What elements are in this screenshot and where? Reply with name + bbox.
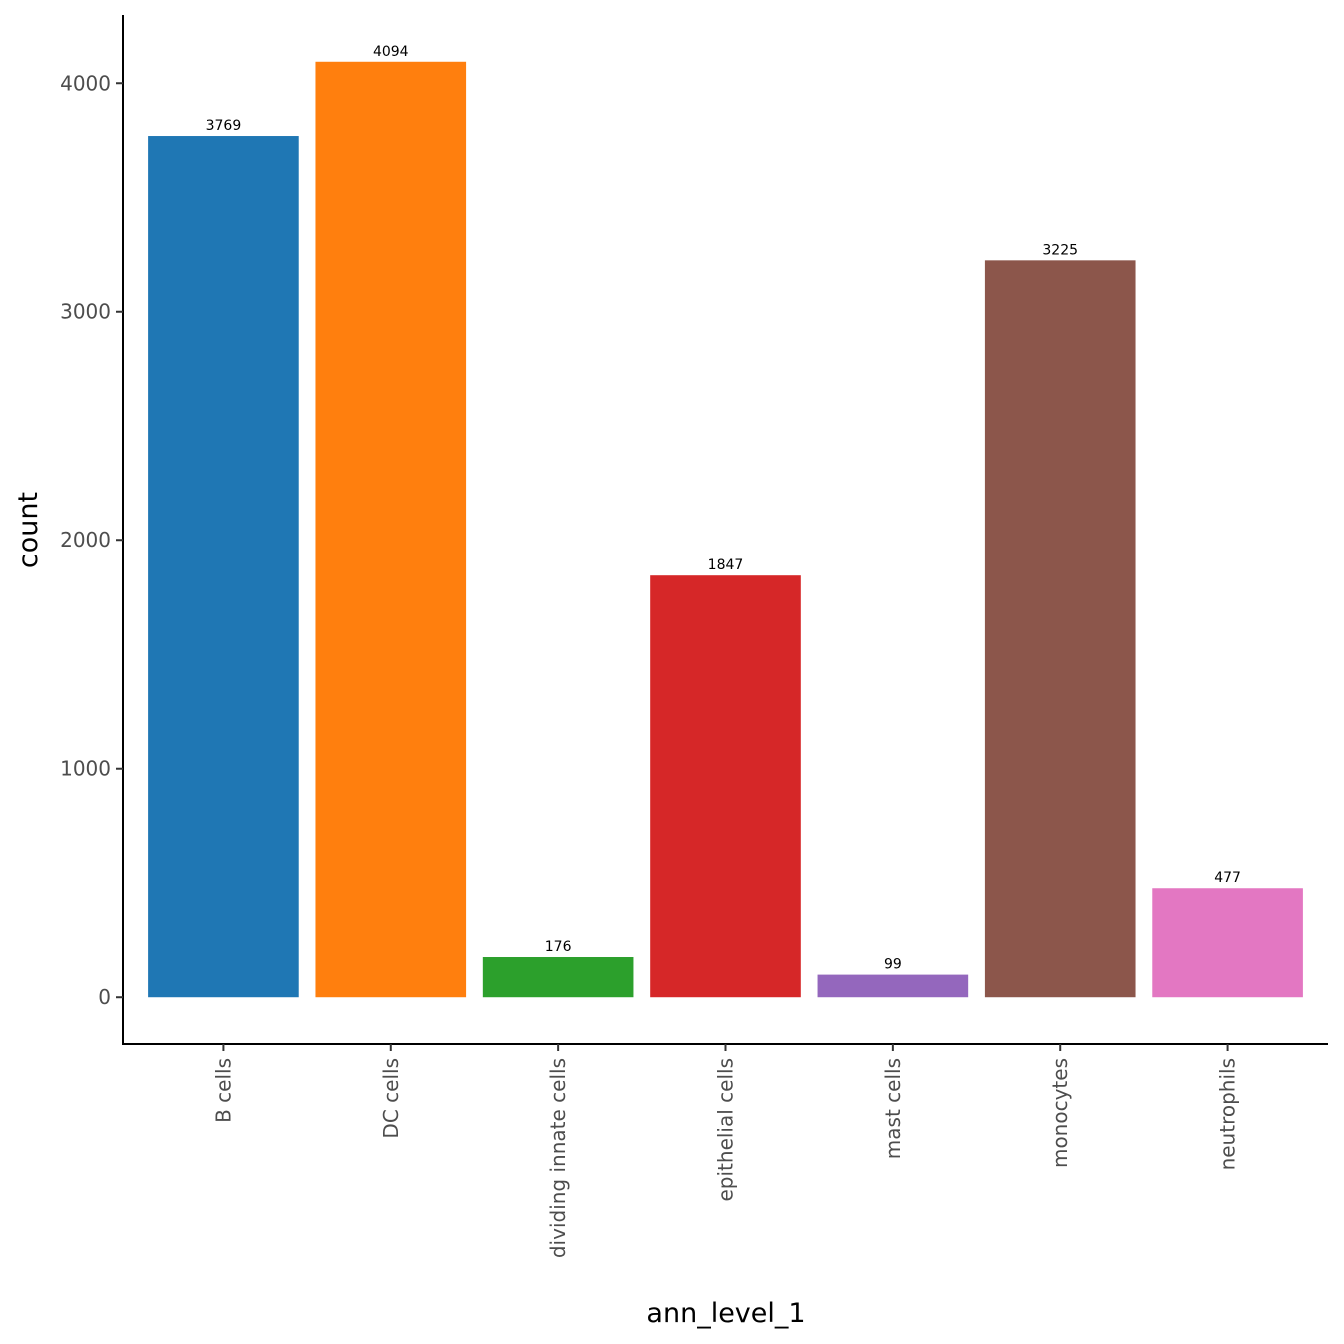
data-label: 3769 xyxy=(206,118,242,134)
bar-dividing-innate-cells xyxy=(482,957,634,998)
data-label: 477 xyxy=(1214,870,1241,886)
y-tick-label: 0 xyxy=(98,985,111,1009)
data-label: 4094 xyxy=(373,44,409,60)
y-tick-label: 2000 xyxy=(60,528,111,552)
y-tick-label: 4000 xyxy=(60,71,111,95)
x-tick-label: mast cells xyxy=(881,1058,905,1159)
x-axis-title: ann_level_1 xyxy=(646,1298,805,1329)
bar-epithelial-cells xyxy=(650,575,801,998)
y-tick-label: 3000 xyxy=(60,300,111,324)
x-tick-label: B cells xyxy=(211,1058,235,1123)
bar-dc-cells xyxy=(315,61,467,998)
data-label: 3225 xyxy=(1042,242,1078,258)
y-tick-label: 1000 xyxy=(60,757,111,781)
bar-monocytes xyxy=(984,260,1136,998)
data-label: 1847 xyxy=(708,557,744,573)
bar-b-cells xyxy=(148,136,299,998)
data-label: 176 xyxy=(545,939,572,955)
x-tick-label: neutrophils xyxy=(1216,1058,1240,1170)
data-label: 99 xyxy=(884,957,902,973)
x-tick-label: epithelial cells xyxy=(714,1058,738,1202)
x-tick-label: dividing innate cells xyxy=(546,1058,570,1258)
y-axis-title: count xyxy=(13,492,44,568)
x-tick-label: DC cells xyxy=(379,1058,403,1139)
x-tick-label: monocytes xyxy=(1048,1058,1072,1168)
bar-mast-cells xyxy=(817,974,969,998)
bar-neutrophils xyxy=(1152,888,1303,998)
